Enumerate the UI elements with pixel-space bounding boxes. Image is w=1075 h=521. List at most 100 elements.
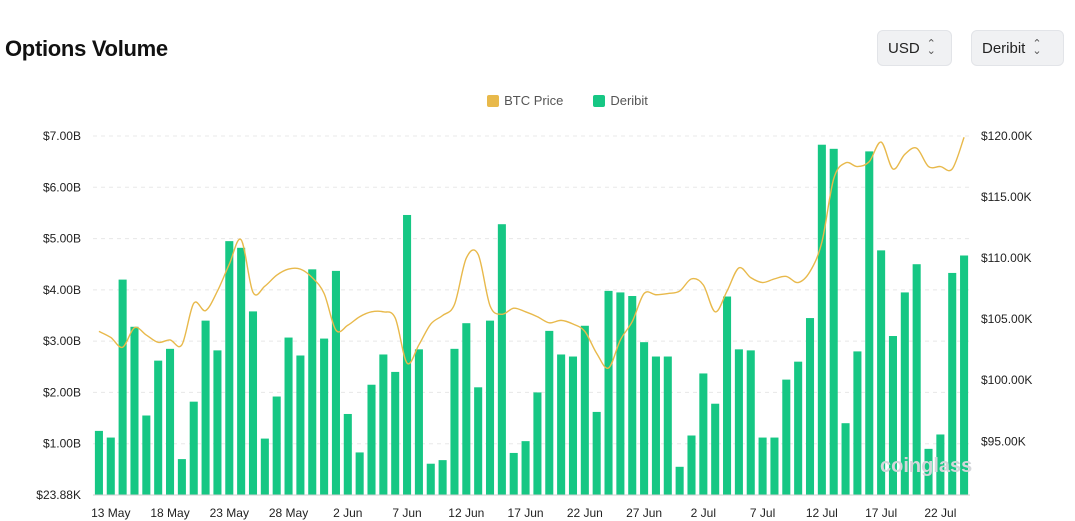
y-right-tick-label: $120.00K (981, 129, 1032, 143)
bar-deribit (497, 224, 506, 495)
y-left-tick-label: $23.88K (36, 488, 81, 502)
x-tick-label: 23 May (210, 506, 249, 520)
chart-legend: BTC Price Deribit (0, 93, 1075, 108)
bar-deribit (877, 250, 886, 495)
bar-deribit (462, 323, 471, 495)
legend-swatch-btc-price (487, 94, 500, 107)
bar-deribit (426, 463, 435, 495)
legend-label-deribit: Deribit (610, 93, 648, 108)
bar-deribit (260, 438, 269, 495)
bar-deribit (213, 350, 222, 495)
bar-deribit (414, 349, 423, 495)
bar-deribit (403, 214, 412, 495)
bar-deribit (557, 354, 566, 495)
bar-deribit (912, 264, 921, 495)
bar-deribit (248, 311, 258, 495)
y-left-tick-label: $2.00B (43, 385, 81, 399)
legend-item-btc-price[interactable]: BTC Price (427, 93, 563, 108)
legend-label-btc-price: BTC Price (504, 93, 564, 108)
bar-deribit (616, 292, 625, 495)
bar-deribit (936, 434, 945, 495)
bar-deribit (94, 430, 103, 495)
bar-deribit (106, 437, 115, 495)
bar-deribit (758, 437, 767, 495)
x-tick-label: 17 Jun (508, 506, 544, 520)
bar-deribit (865, 151, 874, 495)
legend-item-deribit[interactable]: Deribit (573, 93, 648, 108)
bar-deribit (320, 338, 329, 495)
bar-deribit (746, 350, 755, 495)
bar-deribit (675, 466, 684, 495)
bar-deribit (379, 354, 388, 495)
bar-deribit (628, 296, 637, 495)
bar-deribit (687, 435, 696, 495)
x-tick-label: 27 Jun (626, 506, 662, 520)
bar-deribit (723, 296, 732, 495)
bar-deribit (343, 413, 352, 495)
bar-deribit (509, 452, 518, 495)
bar-deribit (794, 361, 803, 495)
bar-deribit (853, 351, 862, 495)
bar-deribit (237, 247, 246, 495)
bar-deribit (829, 148, 838, 495)
bar-deribit (201, 320, 210, 495)
bar-deribit (734, 349, 743, 495)
chevron-up-down-icon: ⌃ ⌄ (926, 38, 936, 57)
bar-deribit (651, 356, 660, 495)
x-tick-label: 7 Jun (392, 506, 421, 520)
bar-deribit (521, 441, 530, 495)
x-tick-label: 12 Jul (806, 506, 838, 520)
bar-deribit (533, 392, 542, 495)
bar-deribit (296, 355, 305, 495)
bar-deribit (782, 379, 791, 495)
bar-deribit (177, 459, 186, 495)
bar-deribit (142, 415, 151, 495)
exchange-select[interactable]: Deribit ⌃ ⌄ (971, 30, 1064, 66)
y-right-tick-label: $100.00K (981, 373, 1032, 387)
bar-deribit (391, 371, 400, 495)
exchange-select-value: Deribit (982, 39, 1026, 57)
bar-deribit (367, 384, 376, 495)
bar-deribit (568, 356, 578, 495)
bar-deribit (770, 437, 779, 495)
y-right-tick-label: $110.00K (981, 251, 1032, 265)
y-right-tick-label: $105.00K (981, 312, 1032, 326)
bar-deribit (663, 356, 672, 495)
chevron-up-down-icon: ⌃ ⌄ (1032, 38, 1042, 57)
bar-deribit (592, 411, 601, 495)
bar-deribit (225, 241, 234, 495)
bar-deribit (640, 342, 649, 495)
x-tick-label: 17 Jul (865, 506, 897, 520)
bar-deribit (284, 337, 293, 495)
bar-deribit (817, 144, 826, 495)
page-title: Options Volume (5, 36, 168, 61)
bar-deribit (130, 326, 139, 495)
currency-select-value: USD (888, 39, 920, 57)
bar-deribit (438, 460, 447, 495)
bar-deribit (888, 336, 897, 495)
watermark-logo: coinglass (880, 455, 972, 477)
bar-deribit (355, 452, 364, 495)
bar-deribit (118, 279, 127, 495)
bar-deribit (604, 290, 613, 495)
bar-deribit (924, 448, 933, 495)
y-left-tick-label: $4.00B (43, 283, 81, 297)
bar-deribit (960, 255, 969, 495)
bar-deribit (308, 269, 317, 495)
bar-deribit (272, 396, 281, 495)
y-left-tick-label: $6.00B (43, 180, 81, 194)
currency-select[interactable]: USD ⌃ ⌄ (877, 30, 952, 66)
y-left-tick-label: $5.00B (43, 232, 81, 246)
y-left-tick-label: $1.00B (43, 437, 81, 451)
legend-swatch-deribit (593, 94, 606, 107)
x-tick-label: 13 May (91, 506, 130, 520)
bar-deribit (545, 330, 554, 495)
bar-deribit (166, 348, 175, 495)
y-right-tick-label: $95.00K (981, 434, 1026, 448)
bar-deribit (189, 401, 198, 495)
bar-deribit (485, 320, 495, 495)
y-left-tick-label: $7.00B (43, 129, 81, 143)
bar-deribit (900, 292, 909, 495)
x-tick-label: 28 May (269, 506, 308, 520)
bar-deribit (805, 318, 815, 495)
